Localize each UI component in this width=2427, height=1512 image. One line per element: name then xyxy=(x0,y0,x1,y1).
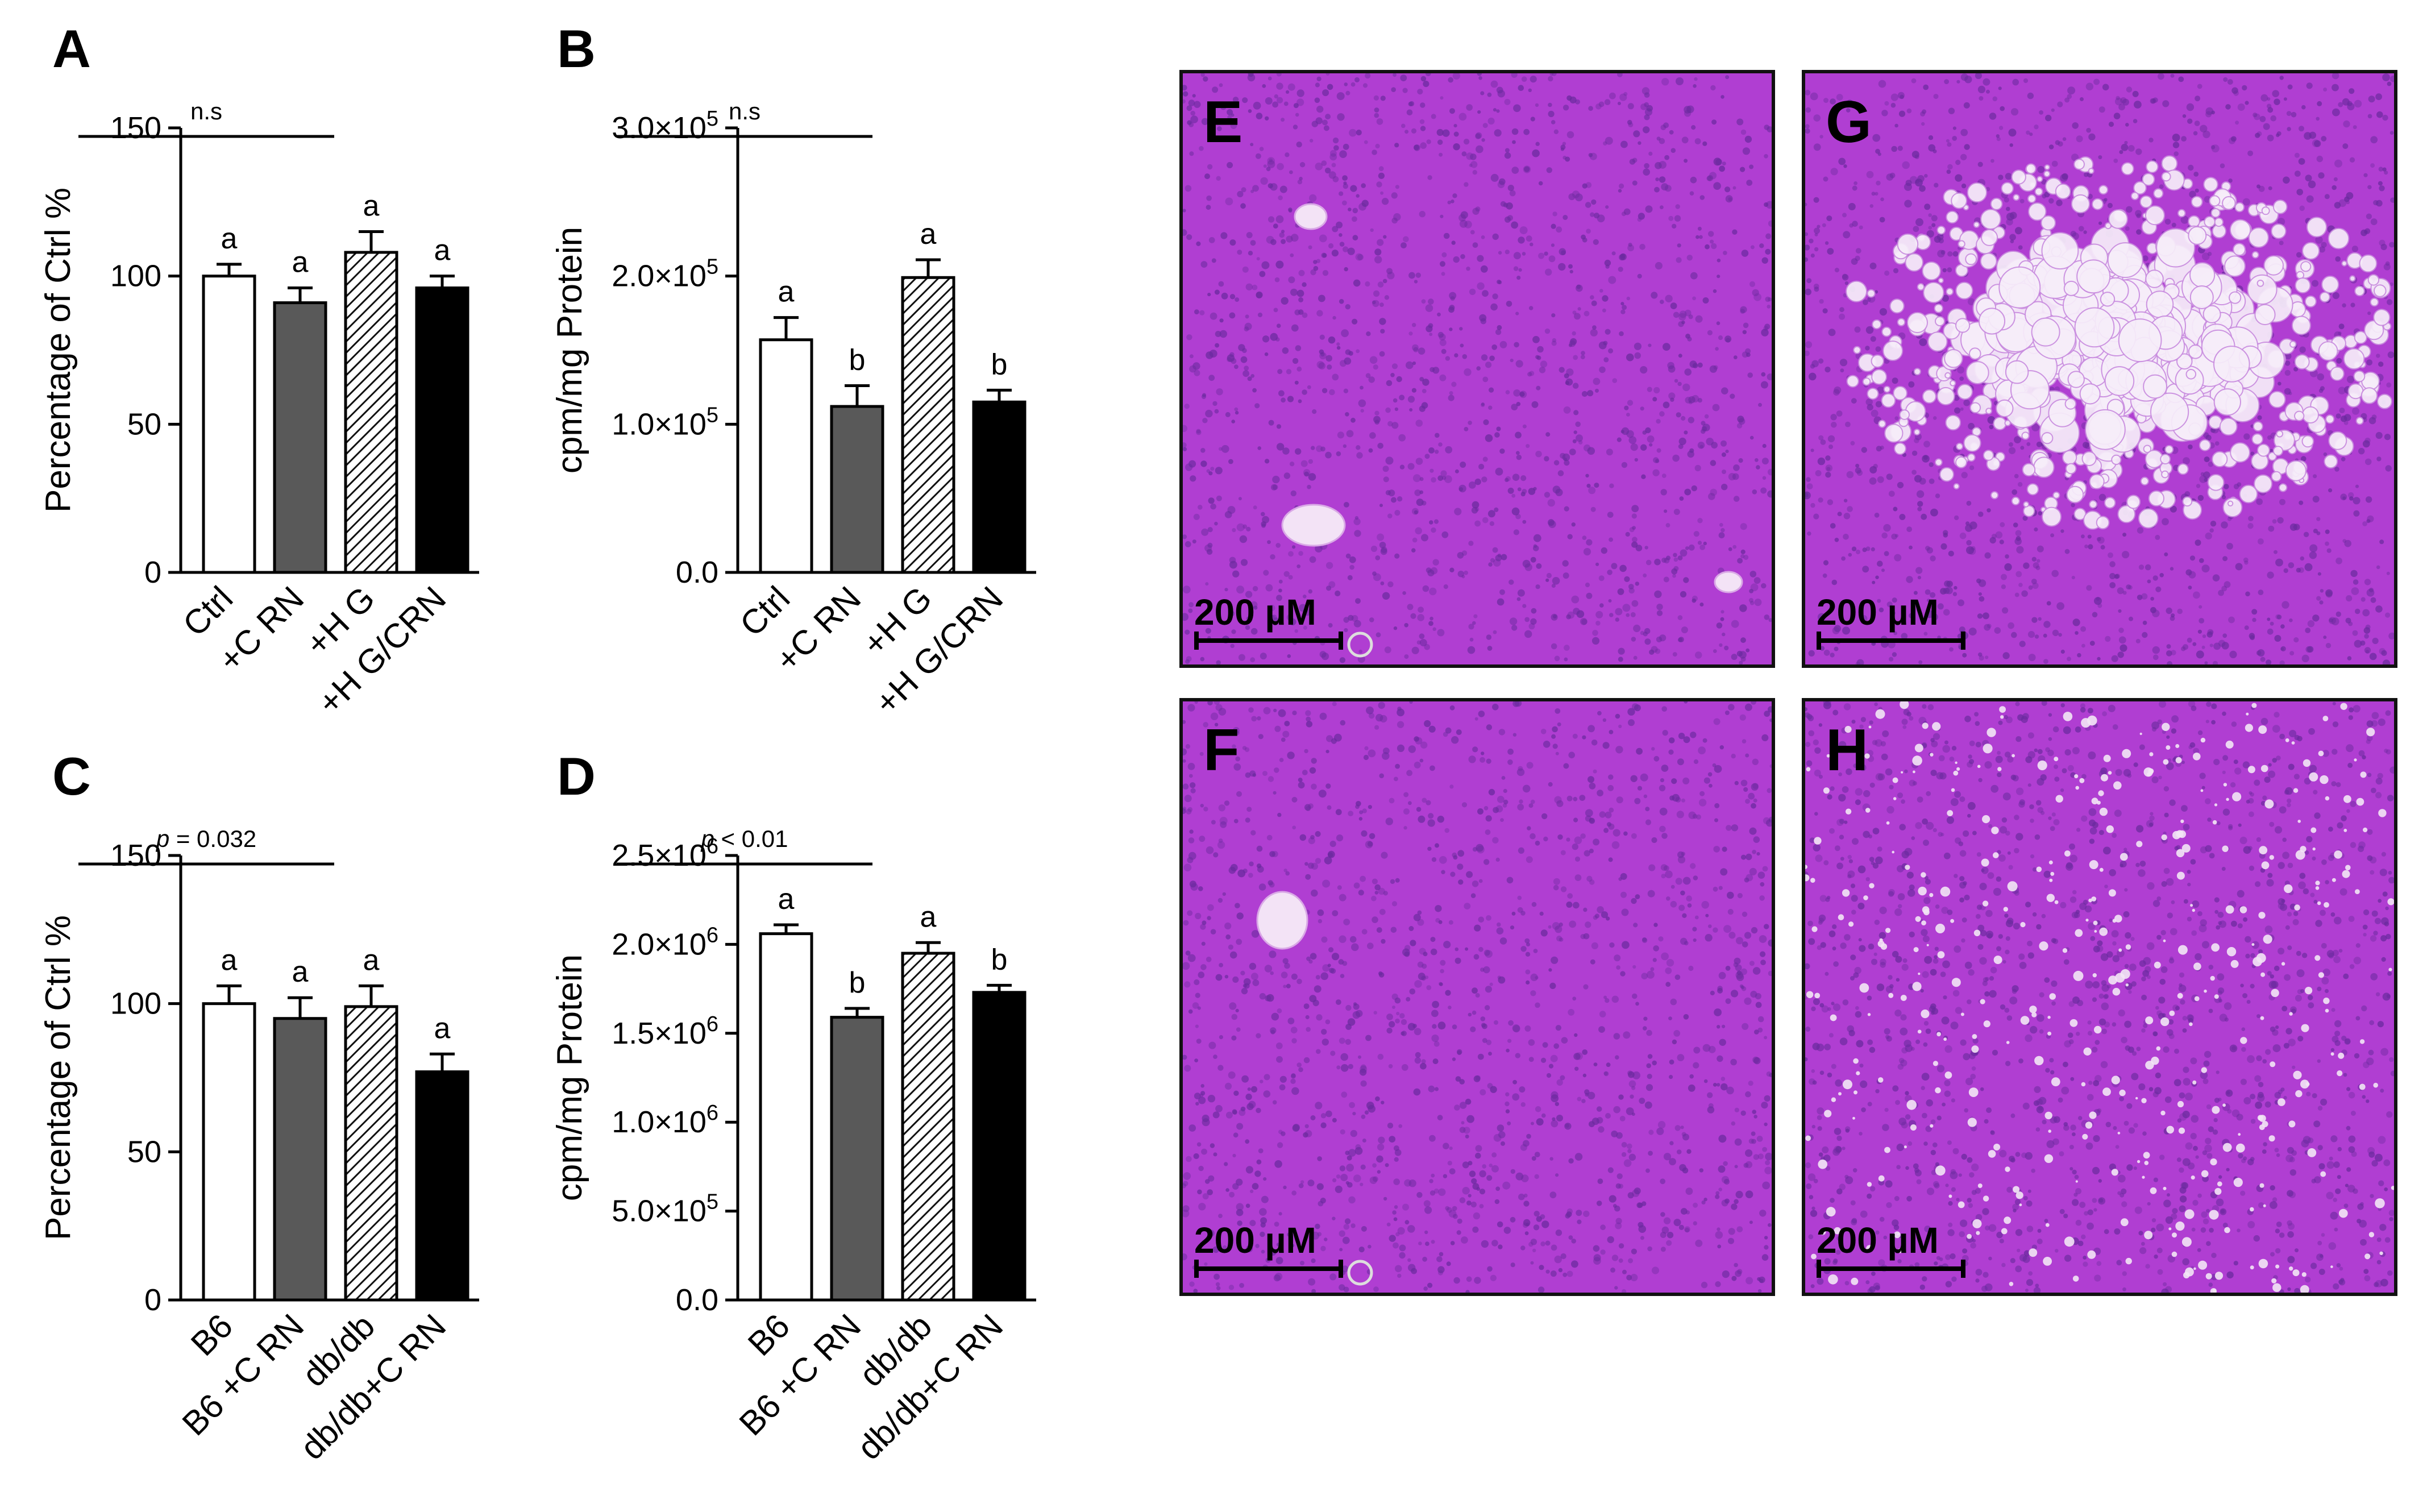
scale-bar xyxy=(1817,1260,1965,1278)
significance-letter: a xyxy=(363,944,380,977)
category-label: B6 xyxy=(741,1307,797,1363)
bar xyxy=(344,251,398,574)
panel-letter: B xyxy=(557,19,596,78)
bar xyxy=(901,276,955,574)
y-tick-label: 100 xyxy=(110,259,161,293)
vessel-lumen xyxy=(1281,504,1346,547)
y-tick-label: 50 xyxy=(127,407,161,441)
y-tick-label: 50 xyxy=(127,1135,161,1169)
y-axis-title: Percentage of Ctrl % xyxy=(39,915,78,1240)
scale-bar-label: 200 µM xyxy=(1817,592,1939,633)
y-tick-label: 2.0×106 xyxy=(612,923,718,961)
significance-text: p < 0.01 xyxy=(700,825,788,852)
bar xyxy=(415,286,469,574)
tissue-texture xyxy=(1805,73,2394,664)
panel-letter: H xyxy=(1826,717,1869,783)
bar xyxy=(901,952,955,1302)
significance-text: n.s xyxy=(190,98,222,124)
y-tick-label: 1.0×106 xyxy=(612,1101,718,1139)
significance-letter: b xyxy=(849,966,866,999)
bar xyxy=(830,1016,884,1302)
significance-letter: a xyxy=(434,234,451,267)
significance-letter: a xyxy=(778,883,795,916)
y-tick-label: 1.5×106 xyxy=(612,1012,718,1050)
significance-letter: a xyxy=(292,956,309,988)
significance-letter: a xyxy=(221,222,238,255)
y-tick-label: 150 xyxy=(110,838,161,873)
significance-letter: a xyxy=(221,944,238,977)
scale-bar-label: 200 µM xyxy=(1817,1220,1939,1261)
significance-letter: a xyxy=(778,276,795,309)
bar xyxy=(415,1070,469,1302)
vessel-lumen xyxy=(1256,891,1308,950)
significance-letter: a xyxy=(363,189,380,222)
y-tick-label: 2.0×105 xyxy=(612,255,718,293)
tissue-texture xyxy=(1183,73,1772,664)
scale-bar xyxy=(1194,632,1343,650)
scale-bar-label: 200 µM xyxy=(1194,592,1316,633)
vessel-lumen xyxy=(1714,571,1743,593)
chart-panel-b: B 0.0 1.0×105 2.0×105 3.0×105 cpm/mg Protein a… xyxy=(550,19,1036,722)
panel-letter: C xyxy=(52,746,91,806)
significance-letter: b xyxy=(991,943,1008,976)
bar xyxy=(273,301,327,574)
y-tick-label: 0 xyxy=(144,1283,161,1317)
panel-letter: A xyxy=(52,19,91,78)
y-tick-label: 1.0×105 xyxy=(612,403,718,441)
y-axis-title: cpm/mg Protein xyxy=(550,954,589,1201)
bar xyxy=(972,400,1027,574)
refresh-icon xyxy=(1347,1260,1373,1286)
bar xyxy=(202,1002,256,1302)
bar xyxy=(759,338,813,574)
bar xyxy=(273,1017,327,1302)
y-tick-label: 0.0 xyxy=(676,1283,718,1317)
y-tick-label: 0 xyxy=(144,555,161,589)
bar xyxy=(202,275,256,574)
chart-panel-d: D 0.0 5.0×105 1.0×106 1.5×106 2.0×106 2.5×106 c… xyxy=(550,746,1036,1467)
significance-letter: b xyxy=(849,344,866,377)
micrograph-panel-h: H 200 µM xyxy=(1802,698,2397,1296)
bar xyxy=(830,405,884,574)
y-tick-label: 3.0×105 xyxy=(612,107,718,145)
significance-letter: a xyxy=(920,218,937,251)
significance-text: n.s xyxy=(729,98,760,124)
significance-text: p = 0.032 xyxy=(155,825,256,852)
tissue-texture xyxy=(1805,701,2394,1293)
micrograph-panel-g: G 200 µM xyxy=(1802,70,2397,668)
y-tick-label: 2.5×106 xyxy=(612,834,718,873)
significance-letter: a xyxy=(920,900,937,933)
y-axis-title: cpm/mg Protein xyxy=(550,227,589,473)
panel-letter: D xyxy=(557,746,596,806)
category-label: B6 xyxy=(184,1307,240,1363)
panel-letter: F xyxy=(1203,717,1240,783)
y-tick-label: 150 xyxy=(110,111,161,145)
y-axis-title: Percentage of Ctrl % xyxy=(39,188,78,513)
significance-letter: a xyxy=(292,246,309,279)
panel-letter: G xyxy=(1826,89,1872,155)
significance-letter: b xyxy=(991,348,1008,381)
micrograph-panel-f: F 200 µM xyxy=(1179,698,1775,1296)
micrograph-panel-e: E 200 µM xyxy=(1179,70,1775,668)
bar xyxy=(344,1005,398,1302)
panel-letter: E xyxy=(1203,89,1243,155)
scale-bar xyxy=(1194,1260,1343,1278)
scale-bar-label: 200 µM xyxy=(1194,1220,1316,1261)
scale-bar xyxy=(1817,632,1965,650)
y-tick-label: 5.0×105 xyxy=(612,1190,718,1228)
bar xyxy=(972,991,1027,1302)
bar xyxy=(759,932,813,1302)
significance-letter: a xyxy=(434,1012,451,1045)
tissue-texture xyxy=(1183,701,1772,1293)
refresh-icon xyxy=(1347,632,1373,658)
vessel-lumen xyxy=(1294,203,1328,230)
y-tick-label: 100 xyxy=(110,987,161,1021)
y-tick-label: 0.0 xyxy=(676,555,718,589)
